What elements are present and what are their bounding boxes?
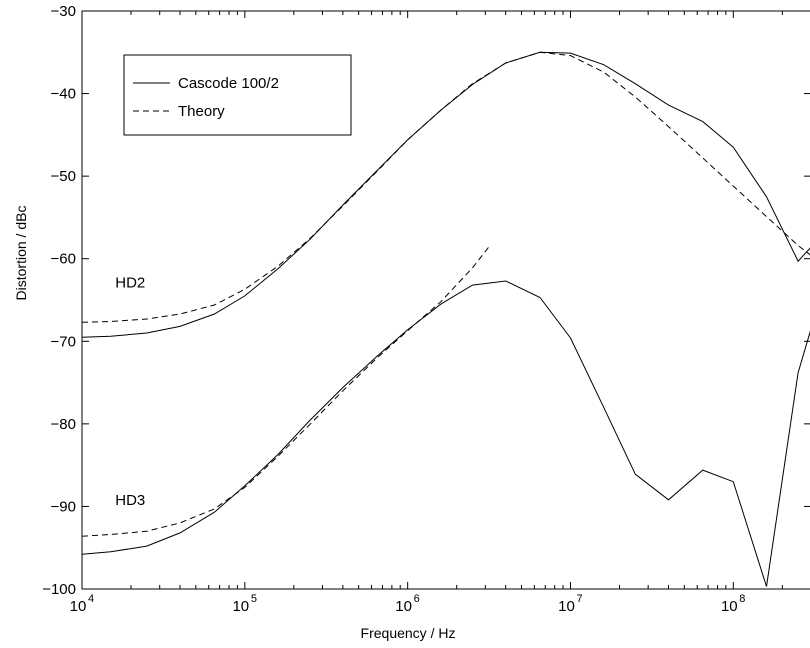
x-tick-exponent: 4 xyxy=(88,593,94,605)
y-tick-label: −30 xyxy=(51,3,76,20)
y-tick-label: −40 xyxy=(51,86,76,103)
legend-label-cascode: Cascode 100/2 xyxy=(178,75,279,92)
y-tick-label: −100 xyxy=(42,581,76,598)
y-tick-label: −60 xyxy=(51,251,76,268)
series-line-3 xyxy=(82,245,491,537)
y-tick-label: −90 xyxy=(51,498,76,515)
series-layer xyxy=(82,51,810,587)
annotations-layer: HD2 HD3 xyxy=(115,275,145,509)
x-tick-exponent: 5 xyxy=(251,593,257,605)
y-tick-label: −80 xyxy=(51,416,76,433)
series-line-2 xyxy=(82,280,810,587)
x-tick-label: 10 xyxy=(395,598,412,615)
legend-label-theory: Theory xyxy=(178,103,225,120)
x-tick-exponent: 8 xyxy=(739,593,745,605)
y-tick-label: −50 xyxy=(51,168,76,185)
axes-frame xyxy=(81,10,810,590)
legend-box xyxy=(123,54,352,136)
x-tick-label: 10 xyxy=(558,598,575,615)
plot-border xyxy=(81,10,810,590)
legend: Cascode 100/2 Theory xyxy=(123,54,352,136)
x-tick-exponent: 7 xyxy=(576,593,582,605)
y-axis-label: Distortion / dBc xyxy=(13,206,29,301)
x-axis-label: Frequency / Hz xyxy=(361,625,456,641)
x-tick-label: 10 xyxy=(721,598,738,615)
x-tick-label: 10 xyxy=(70,598,87,615)
x-tick-label: 10 xyxy=(232,598,249,615)
annotation-hd2: HD2 xyxy=(115,275,145,292)
annotation-hd3: HD3 xyxy=(115,492,145,509)
y-tick-label: −70 xyxy=(51,333,76,350)
x-tick-exponent: 6 xyxy=(414,593,420,605)
series-line-1 xyxy=(82,51,810,323)
